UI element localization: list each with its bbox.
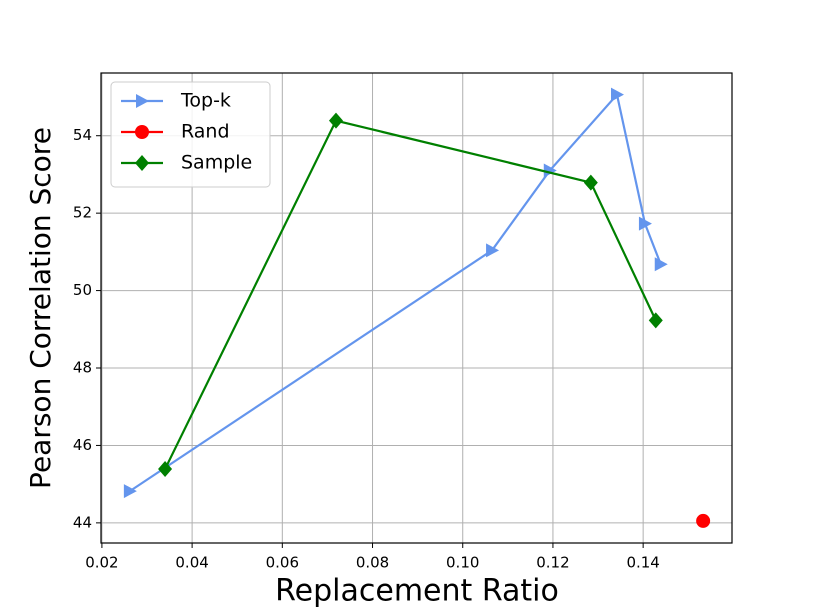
marker [583, 174, 598, 191]
legend-label: Sample [181, 152, 252, 174]
marker [696, 513, 711, 528]
x-tick-label: 0.14 [626, 554, 659, 572]
marker [136, 94, 149, 108]
marker [158, 461, 173, 478]
legend-label: Rand [181, 121, 230, 143]
plot-frame [100, 72, 733, 544]
marker [654, 257, 668, 272]
x-axis-label: Replacement Ratio [275, 574, 559, 609]
series-line [129, 92, 662, 493]
marker [135, 155, 149, 171]
x-tick-label: 0.04 [175, 554, 208, 572]
legend-label: Top-k [180, 90, 231, 112]
marker [543, 163, 557, 178]
x-tick-label: 0.06 [266, 554, 299, 572]
marker [486, 243, 500, 258]
marker [328, 112, 343, 129]
x-tick-label: 0.08 [356, 554, 389, 572]
y-tick-label: 52 [73, 204, 92, 222]
marker [135, 125, 149, 139]
y-tick-label: 46 [73, 436, 92, 454]
y-tick-label: 50 [73, 281, 92, 299]
marker [638, 216, 652, 231]
y-axis-label: Pearson Correlation Score [24, 127, 57, 489]
y-tick-label: 48 [73, 359, 92, 377]
x-tick-label: 0.02 [85, 554, 118, 572]
series-line [164, 119, 657, 470]
marker [123, 484, 137, 499]
marker [648, 312, 663, 329]
y-tick-label: 44 [73, 513, 92, 531]
marker [610, 87, 624, 102]
legend-box [110, 81, 271, 188]
y-tick-label: 54 [73, 126, 92, 144]
x-tick-label: 0.10 [446, 554, 479, 572]
x-tick-label: 0.12 [536, 554, 569, 572]
